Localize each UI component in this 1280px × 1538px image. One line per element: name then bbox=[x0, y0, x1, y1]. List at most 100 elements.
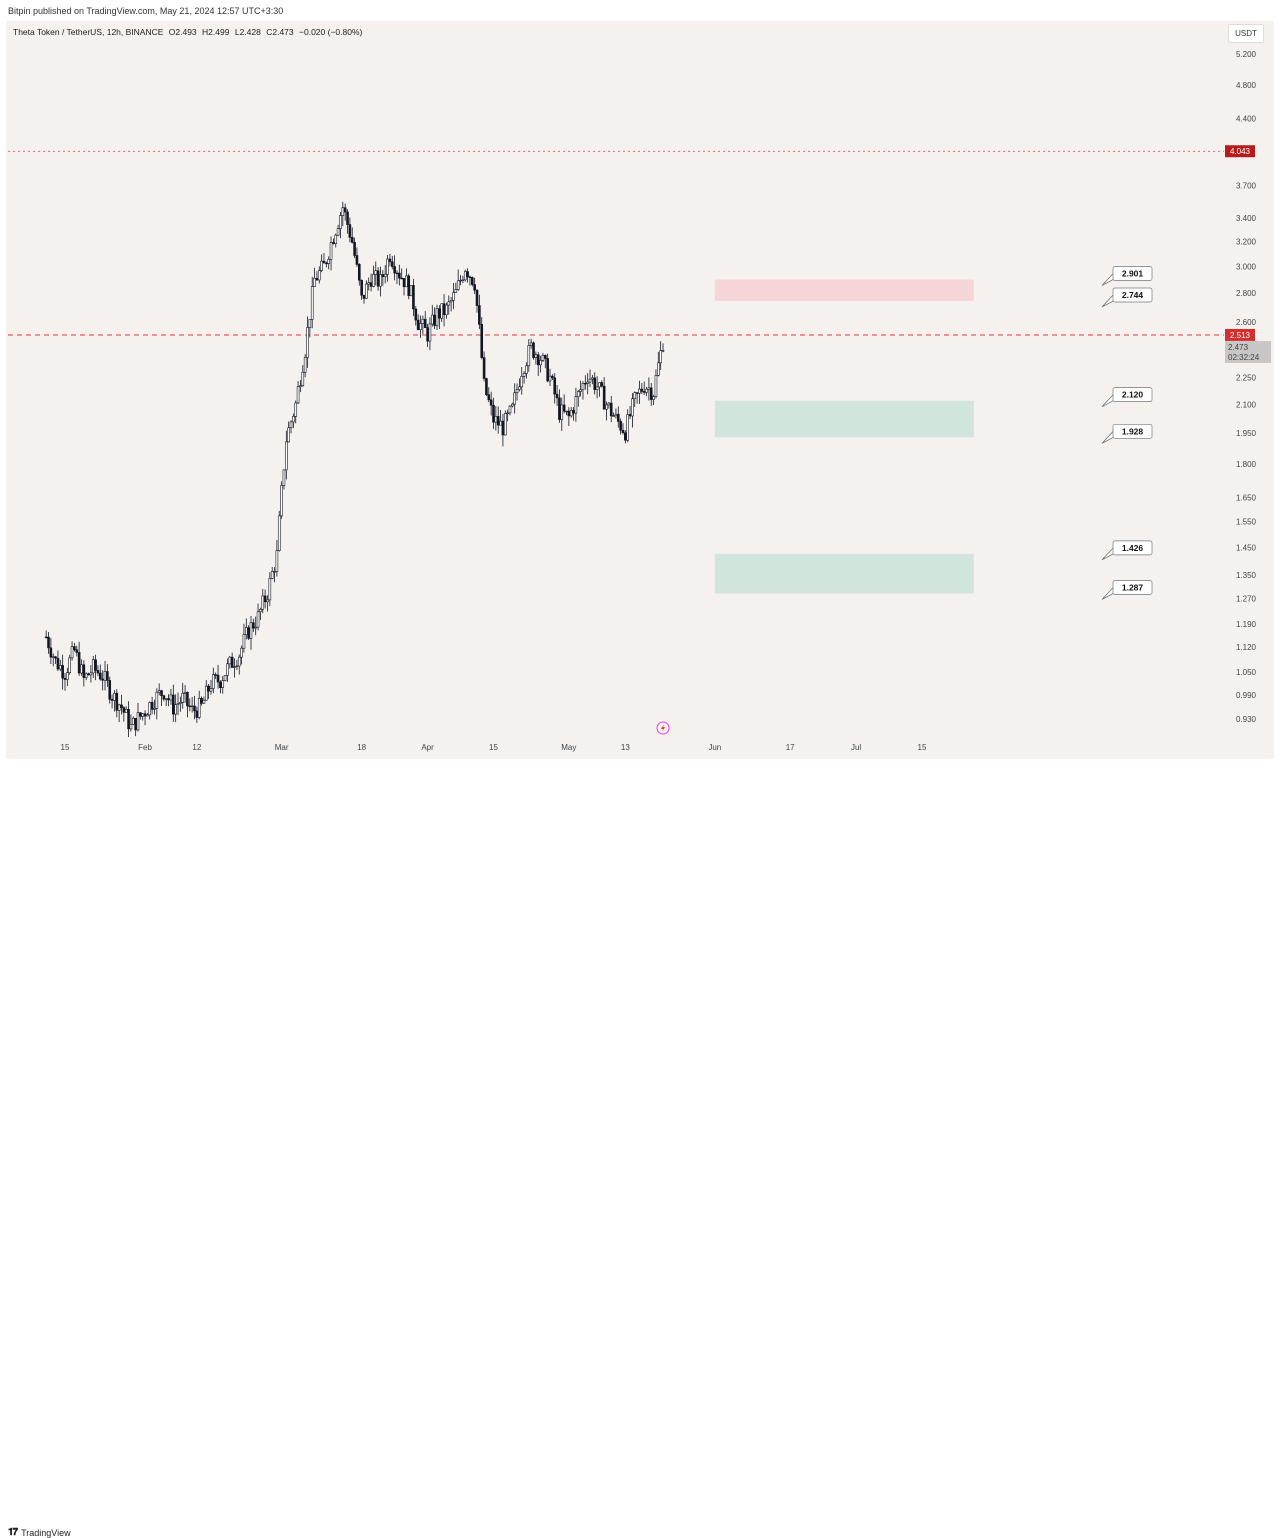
candle[interactable] bbox=[322, 253, 326, 264]
candle[interactable] bbox=[414, 306, 418, 326]
candle[interactable] bbox=[221, 676, 225, 694]
candle[interactable] bbox=[320, 254, 323, 273]
candle[interactable] bbox=[374, 261, 378, 286]
candle[interactable] bbox=[466, 268, 469, 283]
candle[interactable] bbox=[44, 630, 48, 639]
candle[interactable] bbox=[61, 654, 64, 690]
candle[interactable] bbox=[562, 394, 566, 414]
candle[interactable] bbox=[181, 682, 185, 709]
candle[interactable] bbox=[82, 660, 86, 687]
candle[interactable] bbox=[447, 295, 451, 315]
candle[interactable] bbox=[162, 694, 166, 702]
price-tag-4043[interactable] bbox=[1225, 145, 1255, 158]
candle[interactable] bbox=[565, 410, 568, 416]
candle[interactable] bbox=[153, 699, 156, 715]
candle[interactable] bbox=[576, 389, 580, 407]
candle[interactable] bbox=[471, 276, 474, 287]
candle[interactable] bbox=[235, 659, 239, 670]
candle[interactable] bbox=[353, 237, 356, 259]
candle[interactable] bbox=[261, 588, 265, 614]
candle[interactable] bbox=[68, 654, 72, 675]
candle[interactable] bbox=[388, 253, 392, 267]
price-callout[interactable]: 2.901 bbox=[1101, 266, 1153, 286]
candle[interactable] bbox=[569, 407, 573, 418]
candle[interactable] bbox=[75, 645, 79, 657]
candle[interactable] bbox=[103, 660, 107, 691]
candle[interactable] bbox=[212, 667, 215, 694]
candle[interactable] bbox=[280, 481, 283, 519]
candle[interactable] bbox=[58, 659, 62, 672]
candle[interactable] bbox=[492, 397, 495, 429]
candle[interactable] bbox=[586, 373, 589, 395]
candle[interactable] bbox=[315, 271, 319, 281]
candle[interactable] bbox=[518, 378, 521, 392]
candle[interactable] bbox=[428, 317, 432, 351]
candle[interactable] bbox=[277, 510, 281, 552]
candle[interactable] bbox=[339, 212, 342, 239]
candle[interactable] bbox=[395, 270, 399, 285]
candle[interactable] bbox=[416, 314, 420, 331]
candle[interactable] bbox=[143, 710, 147, 726]
candle[interactable] bbox=[193, 695, 196, 720]
candle[interactable] bbox=[661, 343, 665, 353]
candle[interactable] bbox=[365, 280, 368, 299]
price-callout[interactable]: 2.744 bbox=[1101, 287, 1153, 308]
candle[interactable] bbox=[515, 383, 519, 401]
candle[interactable] bbox=[475, 289, 479, 313]
candle[interactable] bbox=[631, 393, 634, 428]
candle[interactable] bbox=[494, 406, 498, 431]
candle[interactable] bbox=[230, 652, 234, 668]
candle[interactable] bbox=[96, 665, 100, 677]
candle[interactable] bbox=[501, 413, 505, 447]
candle[interactable] bbox=[614, 408, 618, 419]
candle[interactable] bbox=[266, 595, 269, 612]
candle[interactable] bbox=[332, 238, 335, 245]
candle[interactable] bbox=[426, 323, 429, 347]
candle[interactable] bbox=[581, 381, 585, 400]
candle[interactable] bbox=[383, 265, 387, 284]
buy-zone-2[interactable] bbox=[714, 553, 974, 594]
candle[interactable] bbox=[348, 217, 352, 243]
candle[interactable] bbox=[317, 266, 321, 284]
candle[interactable] bbox=[357, 263, 361, 286]
candle[interactable] bbox=[268, 572, 272, 607]
candle[interactable] bbox=[402, 278, 406, 296]
candle[interactable] bbox=[242, 623, 246, 653]
candle[interactable] bbox=[376, 267, 380, 291]
candle[interactable] bbox=[160, 689, 163, 706]
candle[interactable] bbox=[287, 421, 290, 443]
candle[interactable] bbox=[167, 694, 170, 707]
candle[interactable] bbox=[612, 412, 615, 417]
candle[interactable] bbox=[308, 319, 312, 338]
candle[interactable] bbox=[270, 567, 274, 580]
symbol-legend[interactable]: Theta Token / TetherUS, 12h, BINANCE O2.… bbox=[13, 27, 365, 37]
candle[interactable] bbox=[553, 373, 557, 404]
candle[interactable] bbox=[341, 201, 345, 227]
candle[interactable] bbox=[527, 339, 531, 372]
candle[interactable] bbox=[115, 689, 119, 718]
candle[interactable] bbox=[296, 381, 300, 405]
candle[interactable] bbox=[329, 236, 333, 271]
candle[interactable] bbox=[567, 407, 571, 426]
candle[interactable] bbox=[80, 659, 83, 676]
candle[interactable] bbox=[89, 665, 93, 683]
candle[interactable] bbox=[51, 653, 55, 667]
candle[interactable] bbox=[602, 377, 606, 410]
candle[interactable] bbox=[657, 352, 660, 377]
candle[interactable] bbox=[647, 377, 651, 401]
candle[interactable] bbox=[628, 406, 632, 420]
candle[interactable] bbox=[529, 338, 533, 349]
candle[interactable] bbox=[237, 654, 241, 675]
candle[interactable] bbox=[310, 276, 314, 329]
candle[interactable] bbox=[626, 409, 630, 443]
candle[interactable] bbox=[379, 266, 382, 297]
sell-zone[interactable] bbox=[714, 279, 974, 301]
candle[interactable] bbox=[619, 418, 622, 435]
symbol-name[interactable]: Theta Token / TetherUS, 12h, BINANCE bbox=[13, 27, 164, 37]
candle[interactable] bbox=[659, 341, 662, 370]
candle[interactable] bbox=[136, 703, 140, 732]
candle[interactable] bbox=[285, 430, 288, 480]
candle[interactable] bbox=[122, 706, 126, 722]
candle[interactable] bbox=[259, 607, 262, 621]
candle[interactable] bbox=[616, 406, 620, 428]
